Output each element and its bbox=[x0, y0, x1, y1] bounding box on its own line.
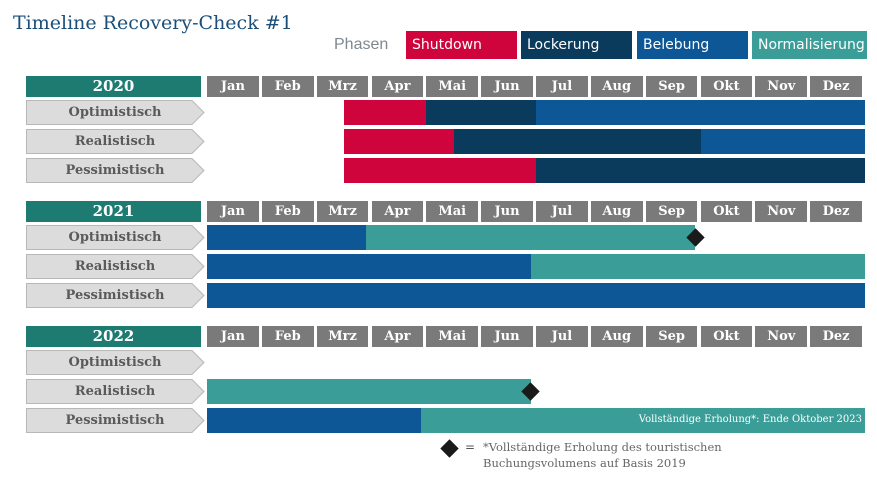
month-header-apr: Apr bbox=[371, 201, 424, 222]
phase-bar-lockerung bbox=[536, 158, 865, 183]
year-header-2021: 2021 bbox=[26, 201, 201, 222]
phase-bar-lockerung bbox=[426, 100, 536, 125]
month-header-dez: Dez bbox=[810, 76, 862, 97]
scenario-label-text: Realistisch bbox=[74, 259, 156, 274]
month-header-jan: Jan bbox=[207, 76, 259, 97]
month-header-feb: Feb bbox=[261, 201, 314, 222]
scenario-label-text: Pessimistisch bbox=[65, 413, 165, 428]
month-header-apr: Apr bbox=[371, 326, 424, 347]
scenario-label-text: Pessimistisch bbox=[65, 163, 165, 178]
month-header-feb: Feb bbox=[261, 76, 314, 97]
month-header-dez: Dez bbox=[810, 326, 862, 347]
phase-bar-lockerung bbox=[453, 129, 701, 154]
month-header-okt: Okt bbox=[700, 326, 753, 347]
phase-bar-normalisierung bbox=[530, 254, 865, 279]
month-header-mrz: Mrz bbox=[316, 201, 369, 222]
scenario-label-text: Optimistisch bbox=[68, 105, 162, 120]
month-header-jun: Jun bbox=[481, 201, 533, 222]
footnote-line1: *Vollständige Erholung des touristischen bbox=[483, 440, 722, 454]
page-title: Timeline Recovery-Check #1 bbox=[13, 12, 293, 34]
month-header-jun: Jun bbox=[481, 326, 533, 347]
phase-bar-belebung bbox=[207, 408, 421, 433]
phase-bar-belebung bbox=[536, 100, 865, 125]
legend-label: Phasen bbox=[334, 36, 389, 53]
month-header-jan: Jan bbox=[207, 326, 259, 347]
legend-shutdown: Shutdown bbox=[406, 31, 517, 59]
month-header-jun: Jun bbox=[481, 76, 533, 97]
footnote-equals: = bbox=[465, 440, 476, 454]
month-header-sep: Sep bbox=[645, 76, 698, 97]
legend-normalisierung: Normalisierung bbox=[752, 31, 867, 59]
phase-bar-belebung bbox=[207, 283, 865, 308]
month-header-sep: Sep bbox=[645, 326, 698, 347]
phase-bar-shutdown bbox=[344, 158, 536, 183]
legend-lockerung: Lockerung bbox=[521, 31, 632, 59]
scenario-label-text: Optimistisch bbox=[68, 230, 162, 245]
month-header-feb: Feb bbox=[261, 326, 314, 347]
month-header-nov: Nov bbox=[755, 326, 808, 347]
scenario-label-text: Realistisch bbox=[74, 134, 156, 149]
month-header-okt: Okt bbox=[700, 76, 753, 97]
month-header-sep: Sep bbox=[645, 201, 698, 222]
year-header-2022: 2022 bbox=[26, 326, 201, 347]
phase-bar-belebung bbox=[207, 254, 531, 279]
month-header-mai: Mai bbox=[426, 326, 479, 347]
month-header-okt: Okt bbox=[700, 201, 753, 222]
month-header-jul: Jul bbox=[536, 201, 588, 222]
scenario-label-text: Optimistisch bbox=[68, 355, 162, 370]
legend-belebung: Belebung bbox=[637, 31, 748, 59]
month-header-mrz: Mrz bbox=[316, 326, 369, 347]
phase-bar-belebung bbox=[207, 225, 367, 250]
recovery-note: Vollständige Erholung*: Ende Oktober 202… bbox=[638, 414, 862, 425]
month-header-mrz: Mrz bbox=[316, 76, 369, 97]
phase-bar-normalisierung bbox=[207, 379, 531, 404]
footnote-text: *Vollständige Erholung des touristischen… bbox=[483, 439, 722, 471]
month-header-aug: Aug bbox=[590, 76, 643, 97]
phase-bar-shutdown bbox=[344, 100, 427, 125]
footnote-diamond-icon bbox=[440, 439, 459, 458]
phase-bar-shutdown bbox=[344, 129, 454, 154]
month-header-dez: Dez bbox=[810, 201, 862, 222]
month-header-mai: Mai bbox=[426, 76, 479, 97]
month-header-jul: Jul bbox=[536, 326, 588, 347]
phase-bar-belebung bbox=[700, 129, 865, 154]
month-header-nov: Nov bbox=[755, 201, 808, 222]
month-header-apr: Apr bbox=[371, 76, 424, 97]
scenario-label-text: Pessimistisch bbox=[65, 288, 165, 303]
month-header-jul: Jul bbox=[536, 76, 588, 97]
month-header-nov: Nov bbox=[755, 76, 808, 97]
footnote-line2: Buchungsvolumens auf Basis 2019 bbox=[483, 456, 686, 470]
phase-bar-normalisierung bbox=[420, 408, 865, 433]
month-header-aug: Aug bbox=[590, 326, 643, 347]
month-header-aug: Aug bbox=[590, 201, 643, 222]
year-header-2020: 2020 bbox=[26, 76, 201, 97]
month-header-jan: Jan bbox=[207, 201, 259, 222]
phase-bar-normalisierung bbox=[366, 225, 696, 250]
month-header-mai: Mai bbox=[426, 201, 479, 222]
scenario-label-text: Realistisch bbox=[74, 384, 156, 399]
